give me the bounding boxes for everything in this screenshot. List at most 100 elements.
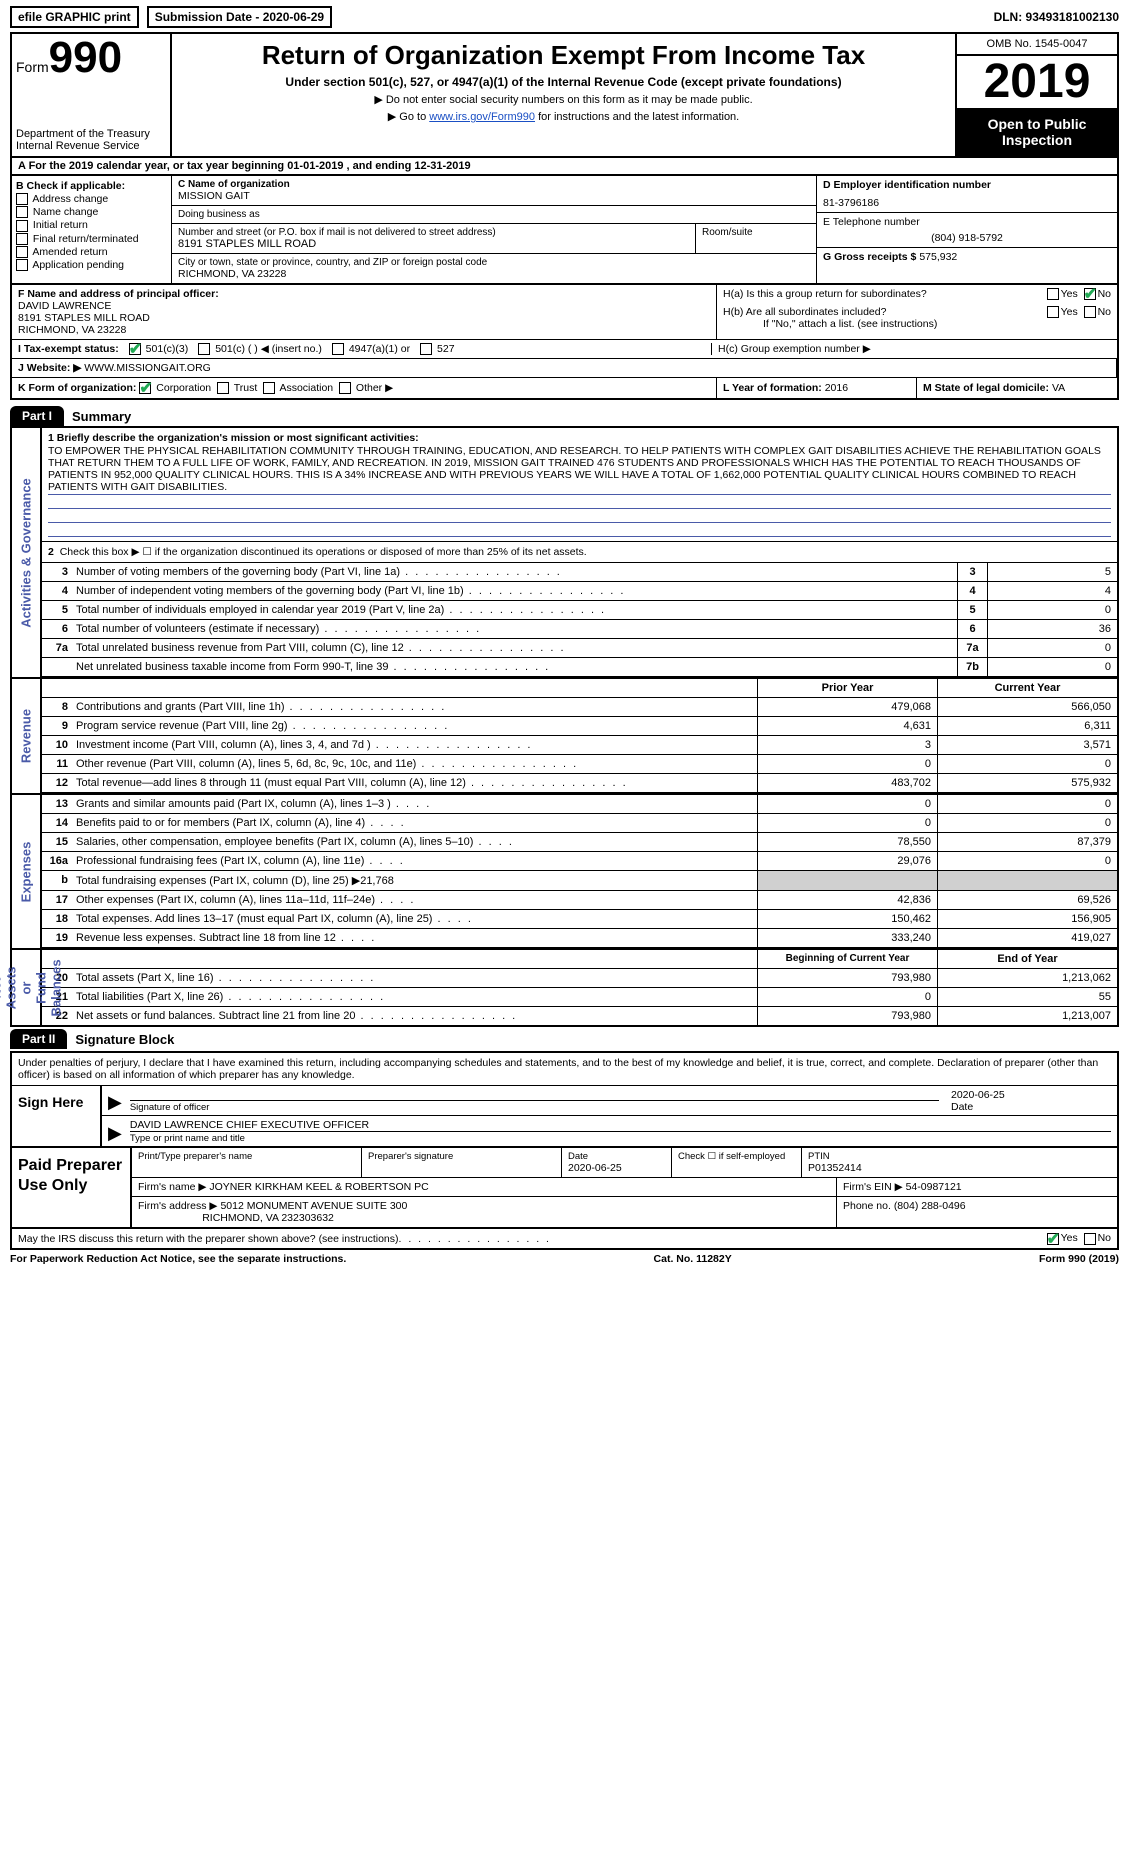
part1-header: Part I Summary — [10, 406, 1119, 426]
firm-name-row: Firm's name ▶ JOYNER KIRKHAM KEEL & ROBE… — [132, 1178, 1117, 1197]
arrow-icon: ▶ — [108, 1123, 122, 1144]
activities-governance-section: Activities & Governance 1 Briefly descri… — [10, 426, 1119, 679]
preparer-header-row: Print/Type preparer's name Preparer's si… — [132, 1148, 1117, 1178]
expenses-section: Expenses 13Grants and similar amounts pa… — [10, 795, 1119, 950]
current-year-hdr: Current Year — [937, 679, 1117, 697]
room-cell: Room/suite — [696, 224, 816, 253]
chk-527[interactable]: 527 — [420, 343, 454, 355]
row-a-tax-year: A For the 2019 calendar year, or tax yea… — [10, 158, 1119, 176]
firm-ein-lbl: Firm's EIN ▶ — [843, 1181, 903, 1193]
firm-name: JOYNER KIRKHAM KEEL & ROBERTSON PC — [209, 1181, 428, 1193]
street-row: Number and street (or P.O. box if mail i… — [172, 224, 816, 254]
vtab-na: Net Assets or Fund Balances — [12, 950, 42, 1025]
form-prefix: Form — [16, 59, 49, 75]
irs-link[interactable]: www.irs.gov/Form990 — [429, 111, 535, 123]
hb-label: H(b) Are all subordinates included? — [723, 306, 886, 318]
street-value: 8191 STAPLES MILL ROAD — [178, 238, 689, 250]
footer-mid: Cat. No. 11282Y — [654, 1253, 732, 1265]
chk-501c3[interactable]: 501(c)(3) — [129, 343, 189, 355]
chk-other[interactable]: Other ▶ — [339, 382, 393, 394]
hb-no[interactable] — [1084, 306, 1096, 318]
chk-address-change[interactable]: Address change — [16, 193, 167, 205]
ein-label: D Employer identification number — [823, 179, 1111, 191]
phone-value: (804) 918-5792 — [823, 232, 1111, 244]
rev-row-9: 9Program service revenue (Part VIII, lin… — [42, 717, 1117, 736]
discuss-row: May the IRS discuss this return with the… — [10, 1229, 1119, 1249]
gov-row-7b: Net unrelated business taxable income fr… — [42, 658, 1117, 677]
vtab-rev: Revenue — [12, 679, 42, 793]
mission-label: 1 Briefly describe the organization's mi… — [48, 432, 1111, 444]
exp-row-b: bTotal fundraising expenses (Part IX, co… — [42, 871, 1117, 891]
chk-name-change[interactable]: Name change — [16, 206, 167, 218]
hb-note: If "No," attach a list. (see instruction… — [763, 318, 1111, 330]
line2-text: Check this box ▶ ☐ if the organization d… — [60, 546, 587, 558]
end-year-hdr: End of Year — [937, 950, 1117, 968]
chk-trust[interactable]: Trust — [217, 382, 257, 394]
firm-addr-row: Firm's address ▶ 5012 MONUMENT AVENUE SU… — [132, 1197, 1117, 1227]
dba-cell: Doing business as — [172, 206, 816, 224]
row-j-website: J Website: ▶ WWW.MISSIONGAIT.ORG — [10, 359, 1119, 378]
department: Department of the Treasury Internal Reve… — [16, 128, 150, 152]
line2-row: 2 Check this box ▶ ☐ if the organization… — [42, 542, 1117, 563]
chk-501c[interactable]: 501(c) ( ) ◀ (insert no.) — [198, 343, 322, 355]
officer-street: 8191 STAPLES MILL ROAD — [18, 312, 710, 324]
prep-date: 2020-06-25 — [568, 1162, 665, 1174]
hb-yes[interactable] — [1047, 306, 1059, 318]
net-assets-section: Net Assets or Fund Balances Beginning of… — [10, 950, 1119, 1027]
exp-row-19: 19Revenue less expenses. Subtract line 1… — [42, 929, 1117, 948]
exp-row-16a: 16aProfessional fundraising fees (Part I… — [42, 852, 1117, 871]
chk-association[interactable]: Association — [263, 382, 333, 394]
chk-initial-return[interactable]: Initial return — [16, 219, 167, 231]
discuss-no[interactable]: No — [1084, 1232, 1111, 1244]
chk-corporation[interactable]: Corporation — [139, 382, 211, 394]
self-employed-chk[interactable]: Check ☐ if self-employed — [672, 1148, 802, 1177]
firm-phone: (804) 288-0496 — [894, 1200, 966, 1212]
na-body: Beginning of Current Year End of Year 20… — [42, 950, 1117, 1025]
firm-addr1: 5012 MONUMENT AVENUE SUITE 300 — [220, 1200, 407, 1212]
city-cell: City or town, state or province, country… — [172, 254, 816, 283]
na-row-21: 21Total liabilities (Part X, line 26)055 — [42, 988, 1117, 1007]
k-label: K Form of organization: — [18, 382, 136, 394]
form-990-page: efile GRAPHIC print Submission Date - 20… — [0, 0, 1129, 1278]
row-k-form-org: K Form of organization: Corporation Trus… — [10, 378, 1119, 400]
prep-date-hdr: Date — [568, 1151, 665, 1162]
form-num: 990 — [49, 33, 122, 82]
form-header: Form990 Department of the Treasury Inter… — [10, 32, 1119, 158]
begin-year-hdr: Beginning of Current Year — [757, 950, 937, 968]
signature-block: Under penalties of perjury, I declare th… — [10, 1051, 1119, 1148]
officer-name: DAVID LAWRENCE — [18, 300, 710, 312]
ein-cell: D Employer identification number 81-3796… — [817, 176, 1117, 213]
ha-yes[interactable] — [1047, 288, 1059, 300]
row-f-h: F Name and address of principal officer:… — [10, 285, 1119, 340]
gov-row-6: 6Total number of volunteers (estimate if… — [42, 620, 1117, 639]
rev-row-12: 12Total revenue—add lines 8 through 11 (… — [42, 774, 1117, 793]
firm-addr2: RICHMOND, VA 232303632 — [202, 1212, 334, 1224]
gross-value: 575,932 — [919, 251, 957, 263]
discuss-yes[interactable]: Yes — [1047, 1232, 1078, 1244]
ha-label: H(a) Is this a group return for subordin… — [723, 288, 927, 300]
ha-no[interactable] — [1084, 288, 1096, 300]
gov-row-5: 5Total number of individuals employed in… — [42, 601, 1117, 620]
dba-label: Doing business as — [178, 209, 810, 220]
dln: DLN: 93493181002130 — [994, 10, 1119, 24]
hint-prefix: ▶ Go to — [388, 111, 429, 123]
j-label: J Website: ▶ — [18, 362, 81, 374]
chk-application-pending[interactable]: Application pending — [16, 259, 167, 271]
chk-amended-return[interactable]: Amended return — [16, 246, 167, 258]
na-row-22: 22Net assets or fund balances. Subtract … — [42, 1007, 1117, 1025]
rev-body: Prior Year Current Year 8Contributions a… — [42, 679, 1117, 793]
col-d-right: D Employer identification number 81-3796… — [817, 176, 1117, 283]
firm-name-lbl: Firm's name ▶ — [138, 1181, 206, 1193]
open-to-public: Open to Public Inspection — [957, 108, 1117, 156]
officer-name-field: DAVID LAWRENCE CHIEF EXECUTIVE OFFICERTy… — [130, 1119, 1111, 1144]
phone-label: E Telephone number — [823, 216, 1111, 228]
org-name: MISSION GAIT — [178, 190, 810, 202]
i-label: I Tax-exempt status: — [18, 343, 119, 355]
officer-sig-field: Signature of officer — [130, 1088, 939, 1113]
rev-row-10: 10Investment income (Part VIII, column (… — [42, 736, 1117, 755]
chk-4947[interactable]: 4947(a)(1) or — [332, 343, 410, 355]
chk-final-return[interactable]: Final return/terminated — [16, 233, 167, 245]
footer: For Paperwork Reduction Act Notice, see … — [10, 1250, 1119, 1268]
block-bcd: B Check if applicable: Address change Na… — [10, 176, 1119, 285]
firm-phone-lbl: Phone no. — [843, 1200, 891, 1212]
